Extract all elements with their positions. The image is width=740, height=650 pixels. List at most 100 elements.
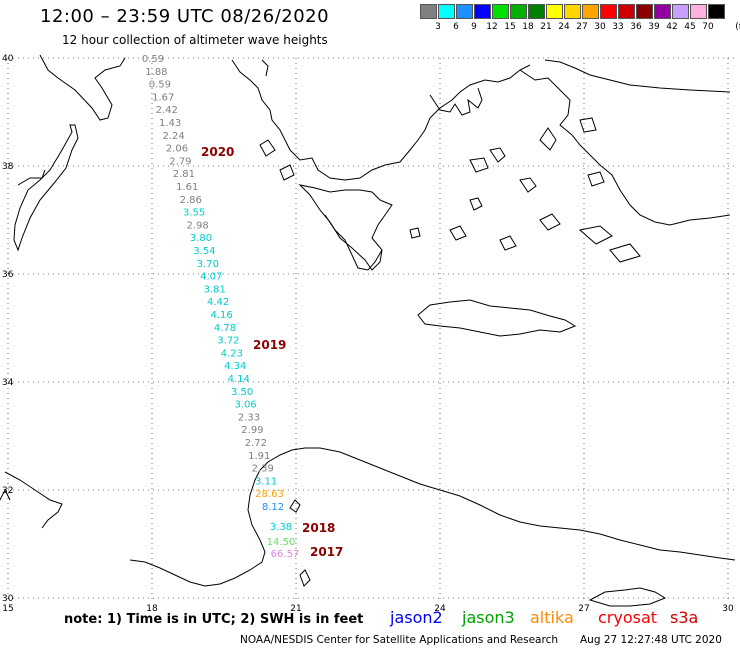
- credit-line: NOAA/NESDIS Center for Satellite Applica…: [240, 634, 558, 646]
- latitude-tick-label: 36: [2, 270, 14, 280]
- legend-swatch-label: 45: [684, 22, 696, 32]
- swh-value: 2.79: [169, 156, 191, 167]
- legend-swatch: [672, 4, 689, 19]
- swh-value: 2.86: [180, 195, 202, 206]
- legend-swatch: [420, 4, 437, 19]
- swh-value: 2.33: [238, 412, 260, 423]
- swh-value: 3.81: [204, 284, 226, 295]
- legend-unit: (ft): [735, 22, 740, 32]
- swh-value: 4.42: [207, 297, 229, 308]
- satellite-name: altika: [530, 608, 574, 627]
- coastlines: [0, 54, 736, 607]
- swh-value: 3.55: [183, 208, 205, 219]
- swh-value: 3.38: [270, 522, 292, 533]
- track-marker-label: 2017: [310, 545, 343, 559]
- swh-value: 2.98: [186, 220, 208, 231]
- latitude-tick-label: 32: [2, 486, 13, 496]
- longitude-tick-label: 27: [578, 604, 589, 614]
- swh-value: 2.24: [162, 131, 184, 142]
- legend-swatch-label: 70: [702, 22, 714, 32]
- legend-swatch: [654, 4, 671, 19]
- satellite-name: cryosat: [598, 608, 658, 627]
- swh-value: 1.43: [159, 118, 181, 129]
- latitude-tick-label: 40: [2, 54, 14, 64]
- legend-swatch-label: 15: [504, 22, 516, 32]
- map-subtitle: 12 hour collection of altimeter wave hei…: [62, 33, 328, 47]
- legend-swatch: [474, 4, 491, 19]
- swh-value: 4.23: [221, 348, 243, 359]
- latitude-tick-label: 34: [2, 378, 14, 388]
- legend-swatch: [690, 4, 707, 19]
- generation-timestamp: Aug 27 12:27:48 UTC 2020: [580, 634, 722, 646]
- track-markers: 2020 2019 2018 2017: [201, 145, 343, 559]
- swh-value: 4.78: [214, 323, 236, 334]
- legend-swatch: [600, 4, 617, 19]
- legend-swatch: [510, 4, 527, 19]
- satellite-name: s3a: [670, 608, 699, 627]
- satellite-name: jason2: [390, 608, 443, 627]
- legend-swatch: [456, 4, 473, 19]
- swh-value: 4.34: [224, 361, 246, 372]
- swh-value: 3.70: [197, 259, 219, 270]
- legend-swatch-label: 21: [540, 22, 552, 32]
- swh-value: 14.50: [267, 537, 296, 548]
- latitude-tick-labels: 40 38 36 34 32 30: [2, 54, 14, 604]
- legend-swatch-label: 39: [648, 22, 660, 32]
- swh-value: 28.63: [255, 489, 284, 500]
- latitude-tick-label: 30: [2, 594, 14, 604]
- track-marker-label: 2020: [201, 145, 234, 159]
- swh-value: 0.59: [149, 80, 171, 91]
- swh-value: 2.72: [245, 438, 267, 449]
- swh-value: 4.07: [200, 272, 222, 283]
- swh-value: 3.06: [234, 400, 256, 411]
- legend-swatch-label: 6: [453, 22, 459, 32]
- legend-swatch-label: 3: [435, 22, 441, 32]
- legend-swatch-label: 9: [471, 22, 477, 32]
- swh-value: 1.91: [248, 451, 270, 462]
- swh-value: 2.06: [166, 144, 188, 155]
- legend-swatch: [618, 4, 635, 19]
- track-marker-label: 2019: [253, 338, 286, 352]
- legend-swatch-label: 27: [576, 22, 588, 32]
- swh-value: 2.42: [156, 105, 178, 116]
- legend-swatch: [528, 4, 545, 19]
- map-title: 12:00 – 23:59 UTC 08/26/2020: [40, 6, 330, 27]
- swh-value: 8.12: [262, 502, 284, 513]
- altimeter-track: 0.591.880.591.672.421.432.242.062.792.81…: [142, 54, 284, 513]
- legend-swatch-label: 18: [522, 22, 534, 32]
- swh-value: 3.50: [231, 387, 253, 398]
- legend-swatch: [636, 4, 653, 19]
- swh-value: 2.39: [252, 464, 274, 475]
- longitude-tick-label: 15: [2, 604, 13, 614]
- swh-value: 3.72: [217, 336, 239, 347]
- swh-value: 2.81: [173, 169, 195, 180]
- legend-swatch-label: 30: [594, 22, 606, 32]
- graticule: [7, 57, 736, 600]
- swh-value: 1.61: [176, 182, 198, 193]
- swh-value: 3.11: [255, 476, 277, 487]
- legend-swatch: [564, 4, 581, 19]
- legend-swatch-label: 12: [486, 22, 498, 32]
- swh-value: 2.99: [241, 425, 263, 436]
- swh-value: 1.88: [145, 67, 167, 78]
- satellite-name: jason3: [462, 608, 515, 627]
- legend-swatch-label: 24: [558, 22, 570, 32]
- legend-swatch: [708, 4, 725, 19]
- swh-value: 66.57: [271, 549, 300, 560]
- swh-value: 3.80: [190, 233, 212, 244]
- legend-swatch: [438, 4, 455, 19]
- legend-swatch: [582, 4, 599, 19]
- track-marker-label: 2018: [302, 521, 335, 535]
- footnote: note: 1) Time is in UTC; 2) SWH is in fe…: [64, 612, 364, 627]
- longitude-tick-label: 18: [146, 604, 158, 614]
- legend-swatch-label: 36: [630, 22, 642, 32]
- longitude-tick-label: 30: [722, 604, 734, 614]
- swh-value: 3.54: [193, 246, 215, 257]
- latitude-tick-label: 38: [2, 162, 14, 172]
- longitude-tick-label: 24: [434, 604, 446, 614]
- swh-value: 1.67: [152, 92, 174, 103]
- legend-swatch-label: 33: [612, 22, 624, 32]
- swh-value: 4.14: [228, 374, 250, 385]
